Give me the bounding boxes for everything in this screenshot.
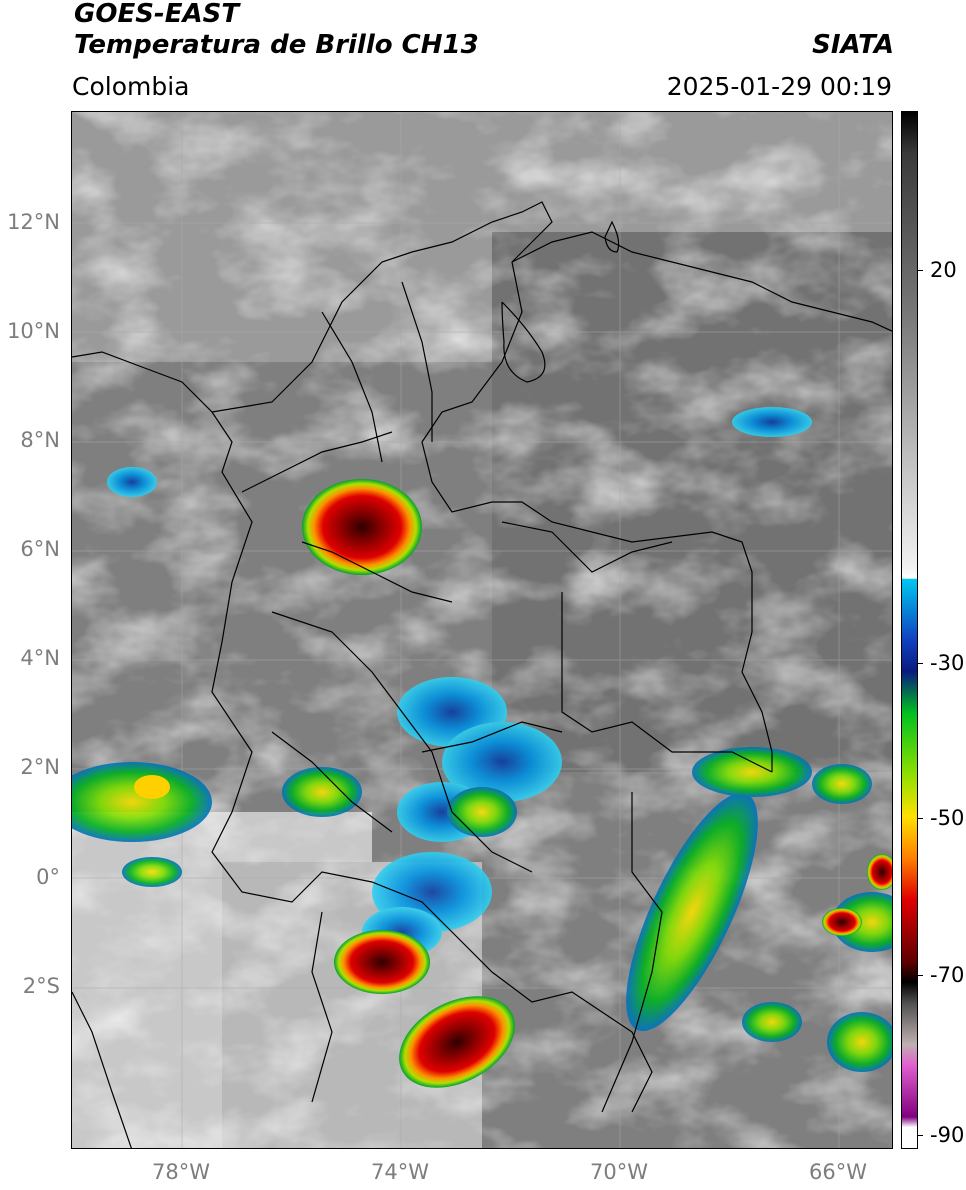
lat-label-0: 0°	[36, 865, 60, 889]
lon-label-74w: 74°W	[371, 1160, 429, 1184]
colorbar-label-minus50: -50	[930, 806, 965, 830]
colorbar-label-minus30: -30	[930, 651, 965, 675]
colorbar-tick-mark	[918, 663, 923, 664]
colorbar-tick-mark	[918, 975, 923, 976]
region-label: Colombia	[72, 72, 190, 101]
borders	[72, 201, 892, 1148]
colorbar-label-minus70: -70	[930, 963, 965, 987]
lat-label-4n: 4°N	[20, 646, 60, 670]
lat-label-8n: 8°N	[20, 428, 60, 452]
colorbar-tick-mark	[918, 270, 923, 271]
lat-label-2s: 2°S	[22, 974, 60, 998]
colorbar-tick-mark	[918, 818, 923, 819]
title-satellite: GOES-EAST	[74, 0, 240, 29]
colorbar-tick-mark	[918, 1135, 923, 1136]
colorbar	[901, 111, 918, 1149]
graticule	[72, 112, 892, 1148]
storm-cores	[134, 479, 892, 1088]
colorbar-label-minus90: -90	[930, 1123, 965, 1147]
lat-label-2n: 2°N	[20, 755, 60, 779]
lat-label-6n: 6°N	[20, 537, 60, 561]
map-canvas	[72, 112, 892, 1148]
lat-label-10n: 10°N	[7, 319, 60, 343]
lat-label-12n: 12°N	[7, 210, 60, 234]
datetime-label: 2025-01-29 00:19	[666, 72, 892, 101]
colorbar-label-20: 20	[930, 258, 957, 282]
lon-label-66w: 66°W	[809, 1160, 867, 1184]
title-org: SIATA	[812, 30, 894, 60]
lon-label-70w: 70°W	[590, 1160, 648, 1184]
title-product: Temperatura de Brillo CH13	[74, 30, 479, 60]
cold-cloud-areas	[72, 407, 892, 1072]
lon-label-78w: 78°W	[152, 1160, 210, 1184]
satellite-map[interactable]	[71, 111, 893, 1149]
